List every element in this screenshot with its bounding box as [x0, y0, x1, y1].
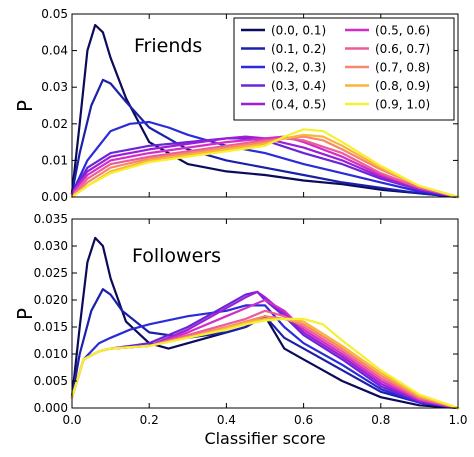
friends-series-line: [70, 135, 460, 199]
followers-x-tick-label: 0.0: [62, 413, 81, 427]
followers-x-tick-label: 0.8: [371, 413, 390, 427]
friends-plot-area: [70, 23, 460, 199]
friends-panel: 0.00 0.01 0.02 0.03 0.04 0.05 Friends P (0.0,…: [13, 7, 460, 204]
friends-y-tick-label: 0.05: [41, 7, 68, 21]
followers-panel-annotation: Followers: [132, 245, 221, 267]
legend-label: (0.4, 0.5): [271, 98, 326, 112]
friends-axes-frame: [71, 13, 459, 198]
followers-y-tick-label: 0.025: [34, 266, 68, 280]
legend-label: (0.1, 0.2): [271, 42, 326, 56]
friends-series-line: [70, 78, 460, 199]
x-axis-label: Classifier score: [204, 429, 325, 448]
followers-y-tick-label: 0.020: [34, 293, 68, 307]
friends-x-ticks: [71, 14, 459, 197]
friends-y-tick-label: 0.00: [41, 190, 68, 204]
friends-series-line: [70, 137, 460, 199]
friends-y-axis-label: P: [13, 100, 37, 112]
followers-y-tick-label: 0.005: [34, 374, 68, 388]
followers-y-axis-label: P: [13, 308, 37, 320]
legend-label: (0.2, 0.3): [271, 61, 326, 75]
followers-y-tick-label: 0.015: [34, 320, 68, 334]
friends-series-line: [70, 135, 460, 199]
legend-label: (0.3, 0.4): [271, 79, 326, 93]
followers-x-tick-label: 0.6: [294, 413, 313, 427]
followers-x-tick-label: 0.4: [217, 413, 236, 427]
followers-series-line: [70, 288, 460, 410]
followers-x-ticks: 0.0 0.2 0.4 0.6 0.8 1.0: [62, 219, 468, 427]
followers-x-tick-label: 1.0: [448, 413, 467, 427]
followers-series-line: [70, 317, 460, 410]
followers-axes-frame: [71, 218, 459, 409]
legend-label: (0.8, 0.9): [375, 79, 430, 93]
friends-legend: (0.0, 0.1) (0.1, 0.2) (0.2, 0.3) (0.3, 0.4)…: [233, 17, 455, 121]
followers-y-tick-label: 0.030: [34, 239, 68, 253]
followers-panel: 0.000 0.005 0.010 0.015 0.020 0.025 0.030 0.035…: [13, 212, 468, 448]
friends-y-tick-label: 0.04: [41, 44, 68, 58]
friends-y-tick-label: 0.02: [41, 117, 68, 131]
friends-series-line: [70, 137, 460, 199]
friends-y-tick-label: 0.01: [41, 153, 68, 167]
legend-label: (0.9, 1.0): [375, 98, 430, 112]
followers-series-line: [70, 304, 460, 410]
followers-plot-area: [70, 236, 460, 410]
legend-label: (0.7, 0.8): [375, 61, 430, 75]
legend-label: (0.5, 0.6): [375, 24, 430, 38]
followers-x-tick-label: 0.2: [140, 413, 159, 427]
friends-series-line: [70, 128, 460, 199]
friends-y-ticks: 0.00 0.01 0.02 0.03 0.04 0.05: [41, 7, 458, 204]
followers-y-ticks: 0.000 0.005 0.010 0.015 0.020 0.025 0.030 0.035: [34, 212, 458, 415]
legend-label: (0.6, 0.7): [375, 42, 430, 56]
legend-label: (0.0, 0.1): [271, 24, 326, 38]
followers-y-tick-label: 0.000: [34, 401, 68, 415]
legend-box: [233, 17, 455, 121]
followers-y-tick-label: 0.010: [34, 347, 68, 361]
friends-y-tick-label: 0.03: [41, 80, 68, 94]
friends-panel-annotation: Friends: [134, 35, 202, 57]
followers-series-line: [70, 236, 460, 410]
followers-y-tick-label: 0.035: [34, 212, 68, 226]
